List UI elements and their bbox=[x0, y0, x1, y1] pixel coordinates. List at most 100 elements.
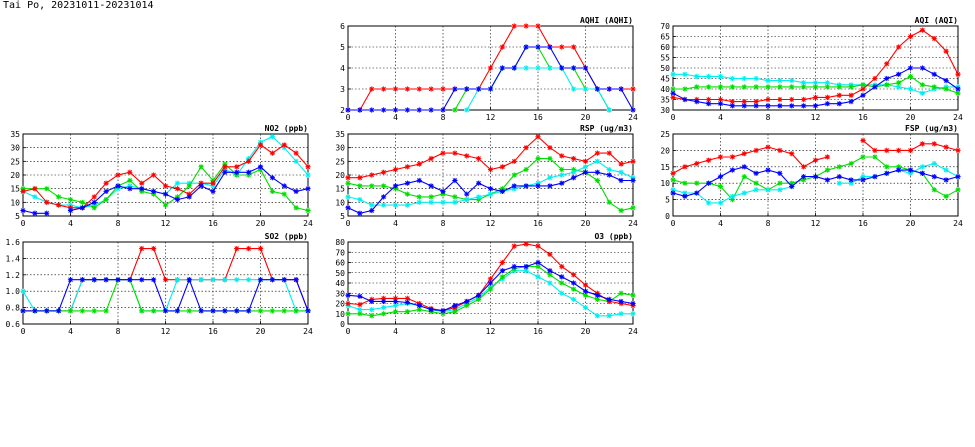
rsp-series-red bbox=[345, 134, 636, 181]
rsp-y-tick-label: 10 bbox=[335, 198, 345, 207]
rsp-series-blue bbox=[345, 169, 636, 216]
aqi-red-point bbox=[836, 92, 842, 98]
no2-cyan-point bbox=[115, 186, 121, 192]
rsp-red-point bbox=[345, 175, 351, 181]
o3-blue-point bbox=[357, 293, 363, 299]
no2-green-point bbox=[56, 194, 62, 200]
no2-y-tick-label: 5 bbox=[15, 212, 20, 221]
aqi-blue-point bbox=[789, 103, 795, 109]
rsp-blue-point bbox=[499, 188, 505, 194]
rsp-cyan-point bbox=[535, 180, 541, 186]
so2-cyan-point bbox=[210, 277, 216, 283]
o3-blue-point bbox=[452, 302, 458, 309]
no2-green-point bbox=[79, 199, 85, 205]
rsp-cyan-point bbox=[571, 169, 577, 175]
aqhi-y-tick-label: 4 bbox=[340, 64, 345, 73]
rsp-red-point bbox=[428, 156, 434, 162]
o3-blue-point bbox=[499, 268, 505, 274]
no2-cyan-point bbox=[186, 180, 192, 186]
rsp-green-point bbox=[428, 194, 434, 200]
rsp-cyan-point bbox=[511, 186, 517, 192]
aqhi-blue-point bbox=[606, 86, 612, 92]
fsp-blue-line bbox=[672, 166, 959, 197]
aqi-cyan-point bbox=[741, 75, 747, 82]
no2-blue-point bbox=[91, 199, 97, 205]
rsp-blue-point bbox=[416, 177, 422, 184]
no2-series-red bbox=[20, 142, 311, 211]
no2-blue-point bbox=[103, 188, 109, 194]
so2-x-tick-label: 0 bbox=[21, 327, 26, 336]
so2-x-tick-label: 16 bbox=[208, 327, 218, 336]
fsp-cyan-point bbox=[777, 187, 783, 193]
rsp-green-point bbox=[559, 166, 565, 173]
aqhi-blue-point bbox=[618, 86, 624, 92]
fsp-y-tick-label: 10 bbox=[660, 179, 670, 188]
rsp-red-point bbox=[559, 153, 565, 159]
o3-green-point bbox=[487, 286, 494, 292]
no2-green-point bbox=[139, 188, 145, 194]
aqi-green-point bbox=[860, 82, 866, 88]
o3-green-point bbox=[404, 309, 410, 315]
fsp-green-point bbox=[741, 174, 747, 180]
no2-x-tick-label: 24 bbox=[303, 219, 313, 228]
aqhi-x-tick-label: 20 bbox=[581, 113, 591, 122]
aqi-y-tick-label: 60 bbox=[660, 43, 670, 52]
so2-blue-point bbox=[305, 308, 311, 314]
aqi-red-point bbox=[729, 99, 735, 105]
no2-blue-point bbox=[139, 186, 145, 192]
aqhi-x-tick-label: 0 bbox=[346, 113, 351, 122]
o3-blue-point bbox=[369, 298, 375, 305]
o3-cyan-point bbox=[369, 307, 375, 313]
aqhi-blue-point bbox=[594, 86, 600, 92]
rsp-y-tick-label: 15 bbox=[335, 185, 345, 194]
aqi-red-point bbox=[848, 92, 854, 98]
aqhi-blue-point bbox=[369, 107, 375, 113]
aqi-red-point bbox=[896, 44, 902, 50]
so2-blue-point bbox=[293, 277, 299, 283]
fsp-red-point bbox=[765, 144, 771, 150]
rsp-red-point bbox=[357, 175, 363, 181]
o3-blue-point bbox=[464, 298, 470, 305]
aqi-x-tick-label: 20 bbox=[906, 113, 916, 122]
o3-cyan-point bbox=[594, 313, 600, 319]
rsp-green-point bbox=[476, 197, 482, 203]
no2-cyan-point bbox=[293, 158, 299, 164]
o3-series-blue bbox=[345, 259, 636, 314]
rsp-green-point bbox=[618, 207, 624, 214]
o3-green-point bbox=[547, 272, 553, 278]
rsp-blue-point bbox=[464, 191, 470, 197]
rsp-red-point bbox=[381, 169, 387, 175]
no2-red-point bbox=[67, 205, 74, 211]
no2-blue-point bbox=[222, 169, 228, 175]
no2-blue-point bbox=[186, 194, 192, 200]
aqi-blue-point bbox=[943, 78, 949, 84]
so2-series-blue bbox=[20, 277, 311, 314]
o3-cyan-point bbox=[571, 296, 577, 302]
no2-x-tick-label: 20 bbox=[256, 219, 266, 228]
aqi-cyan-point bbox=[777, 78, 783, 84]
so2-red-point bbox=[234, 245, 240, 252]
aqhi-blue-point bbox=[511, 65, 517, 71]
no2-green-point bbox=[162, 202, 169, 208]
rsp-y-tick-label: 30 bbox=[335, 144, 345, 153]
fsp-red-point bbox=[777, 147, 783, 153]
no2-green-point bbox=[281, 191, 287, 197]
rsp-x-tick-label: 12 bbox=[486, 219, 496, 228]
no2-green-point bbox=[186, 183, 192, 189]
so2-plot-frame bbox=[22, 241, 309, 325]
rsp-green-point bbox=[416, 194, 422, 200]
no2-green-point bbox=[44, 186, 50, 192]
aqi-y-tick-label: 40 bbox=[660, 85, 670, 94]
no2-red-point bbox=[174, 186, 180, 192]
no2-y-tick-label: 20 bbox=[10, 171, 20, 180]
fsp-blue-point bbox=[717, 174, 724, 180]
rsp-blue-point bbox=[404, 180, 410, 186]
fsp-y-tick-label: 15 bbox=[660, 163, 670, 172]
no2-x-tick-label: 12 bbox=[161, 219, 171, 228]
fsp-red-point bbox=[955, 147, 961, 153]
aqhi-cyan-point bbox=[606, 107, 612, 113]
aqi-y-tick-label: 45 bbox=[660, 75, 670, 84]
aqi-red-point bbox=[706, 96, 712, 103]
aqi-red-point bbox=[907, 33, 914, 40]
aqi-green-point bbox=[836, 84, 842, 90]
